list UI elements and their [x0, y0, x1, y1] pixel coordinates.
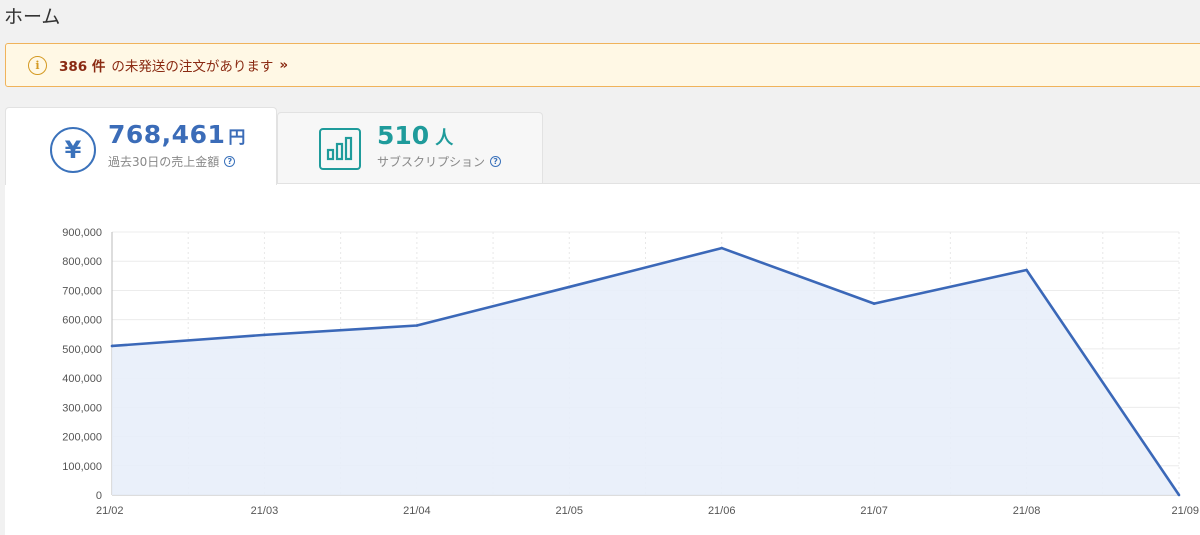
notice-link-arrow[interactable]: » — [279, 57, 289, 73]
y-tick-label: 600,000 — [62, 315, 102, 327]
subscriptions-label: サブスクリプション — [377, 155, 486, 169]
tab-subscriptions[interactable]: 510 人 サブスクリプション ? — [277, 112, 543, 183]
y-tick-label: 0 — [96, 490, 102, 502]
data-point — [1177, 493, 1181, 497]
x-tick-label: 21/07 — [860, 505, 888, 517]
x-tick-label: 21/08 — [1013, 505, 1041, 517]
x-tick-label: 21/06 — [708, 505, 736, 517]
bar-chart-icon — [319, 128, 361, 170]
y-tick-label: 700,000 — [62, 285, 102, 297]
x-tick-label: 21/05 — [556, 505, 584, 517]
subscriptions-value: 510 人 — [377, 121, 453, 150]
data-point — [415, 324, 419, 327]
y-tick-label: 100,000 — [62, 461, 102, 473]
sales-area-fill — [112, 248, 1179, 495]
y-tick-label: 200,000 — [62, 432, 102, 444]
sales-amount: 768,461 — [108, 120, 226, 149]
data-point — [720, 246, 724, 250]
help-icon[interactable]: ? — [490, 156, 502, 167]
x-tick-label: 21/04 — [403, 505, 431, 517]
sales-unit: 円 — [228, 128, 246, 148]
tab-sales[interactable]: ¥ 768,461 円 過去30日の売上金額 ? — [5, 107, 277, 185]
data-point — [872, 302, 876, 305]
y-tick-label: 800,000 — [62, 256, 102, 268]
sales-label-row: 過去30日の売上金額 ? — [108, 153, 236, 170]
notice-message[interactable]: の未発送の注文があります — [111, 59, 274, 75]
data-point — [263, 333, 266, 337]
subscriptions-label-row: サブスクリプション ? — [377, 153, 502, 170]
sales-label: 過去30日の売上金額 — [108, 155, 220, 169]
yen-icon: ¥ — [50, 127, 96, 173]
notice-count[interactable]: 386 件 — [59, 59, 106, 75]
data-point — [1025, 268, 1028, 272]
subscriptions-unit: 人 — [435, 128, 454, 149]
y-tick-label: 500,000 — [62, 344, 102, 356]
sales-chart-panel: 0 100,000 200,000 300,000 400,000 500,000 600,… — [5, 183, 1200, 535]
y-tick-label: 300,000 — [62, 402, 102, 414]
sales-value: 768,461 円 — [108, 120, 246, 149]
unshipped-orders-notice[interactable]: i 386 件 の未発送の注文があります » — [5, 43, 1200, 87]
page-title: ホーム — [4, 6, 61, 28]
data-point — [110, 344, 114, 348]
subscriptions-count: 510 — [377, 121, 430, 150]
info-icon: i — [28, 55, 47, 75]
x-tick-label: 21/03 — [251, 505, 279, 517]
help-icon[interactable]: ? — [224, 156, 236, 167]
sales-line-chart: 0 100,000 200,000 300,000 400,000 500,000 600,… — [62, 227, 1199, 517]
sales-line — [111, 246, 1181, 496]
data-point — [567, 285, 571, 289]
y-tick-label: 400,000 — [62, 373, 102, 385]
x-tick-label: 21/02 — [96, 505, 124, 517]
y-tick-label: 900,000 — [62, 227, 102, 239]
x-tick-label: 21/09 — [1171, 505, 1199, 517]
